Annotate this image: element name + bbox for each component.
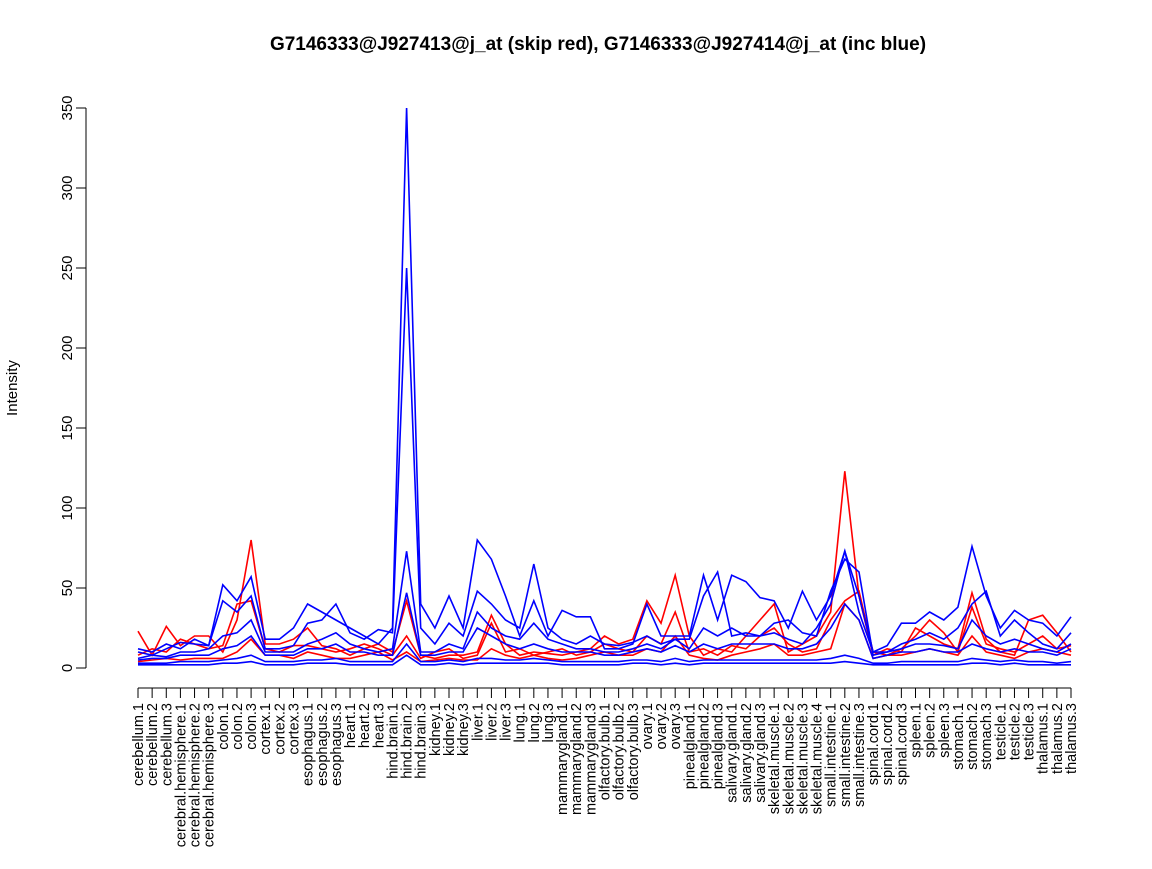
x-tick-label: hind.brain.3: [414, 703, 430, 779]
x-tick-label: testicle.2: [1007, 703, 1023, 760]
x-tick-label: stomach.3: [979, 703, 995, 770]
y-axis-label: Intensity: [4, 360, 21, 416]
x-tick-label: spleen.3: [937, 703, 953, 758]
x-axis: cerebellum.1cerebellum.2cerebellum.3cere…: [131, 687, 1080, 847]
x-tick-label: olfactory.bulb.3: [626, 703, 642, 800]
y-tick-label: 0: [59, 664, 76, 672]
series-line-inc-5: [138, 642, 1072, 665]
x-tick-label: heart.2: [357, 703, 373, 748]
y-tick-label: 200: [59, 335, 76, 360]
x-tick-label: ovary.1: [640, 703, 656, 749]
series-lines: [137, 107, 1072, 666]
x-tick-label: cortex.1: [258, 703, 274, 755]
x-tick-label: hind.brain.1: [385, 703, 401, 779]
x-tick-label: colon.3: [244, 703, 260, 750]
x-tick-label: liver.3: [499, 703, 515, 741]
series-line-inc-3: [137, 548, 1072, 660]
x-tick-label: liver.1: [470, 703, 486, 741]
x-tick-label: skeletal.muscle.2: [781, 703, 797, 814]
y-tick-label: 250: [59, 255, 76, 280]
x-tick-label: spinal.cord.1: [866, 703, 882, 785]
x-tick-label: esophagus.2: [315, 703, 331, 786]
x-tick-label: kidney.2: [442, 703, 458, 756]
x-tick-label: liver.2: [484, 703, 500, 741]
y-tick-label: 50: [59, 580, 76, 597]
x-tick-label: kidney.3: [456, 703, 472, 756]
x-tick-label: spinal.cord.2: [880, 703, 896, 785]
x-tick-label: thalamus.3: [1064, 703, 1080, 774]
chart-title: G7146333@J927413@j_at (skip red), G71463…: [270, 34, 926, 55]
x-tick-label: skeletal.muscle.1: [767, 703, 783, 814]
x-tick-label: skeletal.muscle.3: [795, 703, 811, 814]
x-tick-label: lung.2: [527, 703, 543, 743]
x-tick-label: heart.1: [343, 703, 359, 748]
x-tick-label: skeletal.muscle.4: [810, 703, 826, 814]
series-line-inc-6: [138, 654, 1071, 666]
x-tick-label: salivary.gland.3: [753, 703, 769, 803]
x-tick-label: thalamus.1: [1036, 703, 1052, 774]
y-tick-label: 150: [59, 415, 76, 440]
x-tick-label: olfactory.bulb.1: [598, 703, 614, 800]
x-tick-label: cerebellum.2: [145, 703, 161, 786]
x-tick-label: small.intestine.1: [824, 703, 840, 807]
x-tick-label: spleen.1: [909, 703, 925, 758]
x-tick-label: olfactory.bulb.2: [612, 703, 628, 800]
x-tick-label: pinealgland.2: [696, 703, 712, 789]
x-tick-label: pinealgland.1: [682, 703, 698, 789]
x-tick-label: salivary.gland.1: [725, 703, 741, 803]
x-tick-label: stomach.1: [951, 703, 967, 770]
x-tick-label: lung.3: [541, 703, 557, 743]
x-tick-label: colon.1: [216, 703, 232, 750]
x-tick-label: lung.1: [513, 703, 529, 743]
series-line-inc-4: [137, 592, 1072, 661]
y-tick-label: 300: [59, 175, 76, 200]
x-tick-label: kidney.1: [428, 703, 444, 756]
x-tick-label: mammarygland.2: [569, 703, 585, 815]
x-tick-label: spinal.cord.3: [894, 703, 910, 785]
x-tick-label: esophagus.1: [301, 703, 317, 786]
x-tick-label: cortex.2: [272, 703, 288, 755]
x-tick-label: cerebral.hemisphere.1: [173, 703, 189, 847]
x-tick-label: salivary.gland.2: [739, 703, 755, 803]
x-tick-label: small.intestine.2: [838, 703, 854, 807]
x-tick-label: cerebral.hemisphere.3: [202, 703, 218, 847]
x-tick-label: stomach.2: [965, 703, 981, 770]
series-line-inc-1: [137, 107, 1072, 657]
x-tick-label: cerebellum.3: [159, 703, 175, 786]
y-axis: 0 50 100 150 200 250 300 350: [59, 95, 87, 672]
x-tick-label: esophagus.3: [329, 703, 345, 786]
series-line-inc-2: [137, 267, 1072, 657]
y-tick-label: 100: [59, 495, 76, 520]
series-line-skip-1: [137, 471, 1072, 660]
x-tick-label: heart.3: [371, 703, 387, 748]
y-tick-label: 350: [59, 95, 76, 120]
x-tick-label: testicle.1: [993, 703, 1009, 760]
x-tick-label: testicle.3: [1022, 703, 1038, 760]
x-tick-label: mammarygland.3: [583, 703, 599, 815]
x-tick-label: cerebral.hemisphere.2: [188, 703, 204, 847]
x-tick-label: mammarygland.1: [555, 703, 571, 815]
x-tick-label: ovary.2: [654, 703, 670, 749]
x-tick-label: colon.2: [230, 703, 246, 750]
x-tick-label: small.intestine.3: [852, 703, 868, 807]
x-tick-label: ovary.3: [668, 703, 684, 749]
x-tick-label: hind.brain.2: [400, 703, 416, 779]
x-tick-label: cerebellum.1: [131, 703, 147, 786]
x-tick-label: thalamus.2: [1050, 703, 1066, 774]
x-tick-label: spleen.2: [923, 703, 939, 758]
x-tick-label: pinealgland.3: [711, 703, 727, 789]
x-tick-label: cortex.3: [287, 703, 303, 755]
